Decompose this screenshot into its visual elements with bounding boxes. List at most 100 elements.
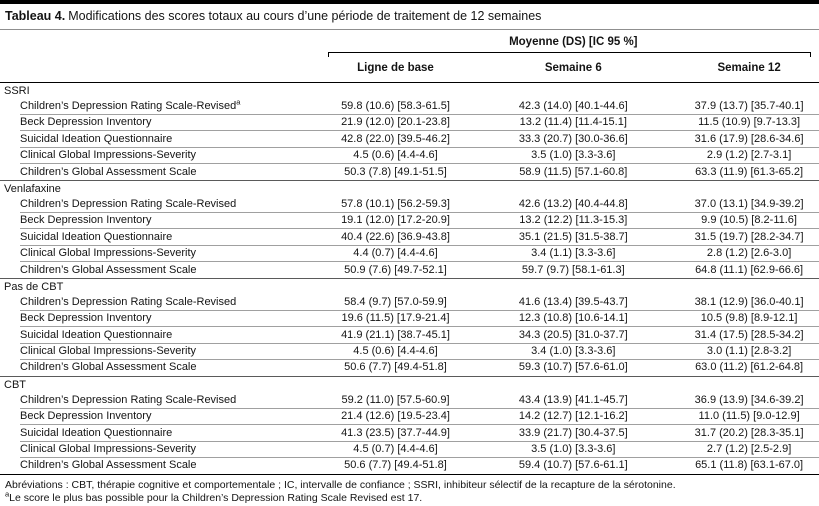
- row-label-text: Suicidal Ideation Questionnaire: [20, 132, 173, 145]
- cell-value: 59.7 (9.7) [58.1-61.3]: [521, 263, 625, 276]
- cell-value: 3.5 (1.0) [3.3-3.6]: [531, 443, 616, 456]
- table-row: Suicidal Ideation Questionnaire 42.8 (22.…: [0, 130, 819, 147]
- row-label: Clinical Global Impressions-Severity: [0, 343, 328, 359]
- table-row: Clinical Global Impressions-Severity 4.5 …: [0, 146, 819, 163]
- cell-value: 31.5 (19.7) [28.2-34.7]: [694, 230, 804, 243]
- cell-value: 59.2 (11.0) [57.5-60.9]: [341, 393, 450, 406]
- row-label: Children’s Depression Rating Scale-Revis…: [0, 98, 328, 114]
- row-label-text: Children’s Depression Rating Scale-Revis…: [20, 393, 237, 406]
- cell-value: 3.0 (1.1) [2.8-3.2]: [706, 345, 792, 358]
- spanner-header: Moyenne (DS) [IC 95 %]: [509, 36, 638, 48]
- row-label-text: Suicidal Ideation Questionnaire: [20, 230, 173, 243]
- column-headers: Ligne de base Semaine 6 Semaine 12: [0, 57, 819, 82]
- cell-value: 31.7 (20.2) [28.3-35.1]: [694, 426, 804, 439]
- cell-value: 34.3 (20.5) [31.0-37.7]: [518, 328, 628, 341]
- table-row: Clinical Global Impressions-Severity 4.4 …: [0, 244, 819, 261]
- cell-value: 59.3 (10.7) [57.6-61.0]: [518, 361, 628, 374]
- cell-value: 33.9 (21.7) [30.4-37.5]: [518, 426, 628, 439]
- cell-value: 35.1 (21.5) [31.5-38.7]: [518, 230, 628, 243]
- row-label-text: Children’s Global Assessment Scale: [20, 361, 197, 374]
- table-row: Clinical Global Impressions-Severity 4.5 …: [0, 342, 819, 359]
- cell-value: 43.4 (13.9) [41.1-45.7]: [518, 393, 628, 406]
- row-label: Children’s Depression Rating Scale-Revis…: [0, 392, 328, 408]
- row-label: Suicidal Ideation Questionnaire: [0, 131, 328, 147]
- cell-value: 21.9 (12.0) [20.1-23.8]: [341, 116, 450, 129]
- cell-value: 64.8 (11.1) [62.9-66.6]: [695, 263, 804, 276]
- table-row: Suicidal Ideation Questionnaire 40.4 (22.…: [0, 228, 819, 245]
- cell-value: 21.4 (12.6) [19.5-23.4]: [341, 410, 450, 423]
- cell-value: 38.1 (12.9) [36.0-40.1]: [694, 295, 804, 308]
- cell-value: 9.9 (10.5) [8.2-11.6]: [701, 214, 797, 227]
- score-footnote-text: Le score le plus bas possible pour la Ch…: [9, 492, 423, 505]
- cell-value: 41.9 (21.1) [38.7-45.1]: [341, 328, 450, 341]
- section-ssri: SSRI Children’s Depression Rating Scale-R…: [0, 83, 819, 180]
- cell-value: 12.3 (10.8) [10.6-14.1]: [518, 312, 628, 325]
- cell-value: 63.0 (11.2) [61.2-64.8]: [695, 361, 804, 374]
- row-label: Suicidal Ideation Questionnaire: [0, 327, 328, 343]
- cell-value: 4.5 (0.6) [4.4-4.6]: [353, 149, 438, 162]
- row-label-text: Clinical Global Impressions-Severity: [20, 345, 197, 358]
- table-body: SSRI Children’s Depression Rating Scale-R…: [0, 83, 819, 474]
- table-row: Children’s Depression Rating Scale-Revis…: [0, 98, 819, 114]
- cell-value: 4.4 (0.7) [4.4-4.6]: [353, 247, 438, 260]
- cell-value: 37.0 (13.1) [34.9-39.2]: [694, 197, 804, 210]
- cell-value: 50.6 (7.7) [49.4-51.8]: [344, 361, 447, 374]
- section-cbt: CBT Children’s Depression Rating Scale-Re…: [0, 375, 819, 474]
- section-venlafaxine: Venlafaxine Children’s Depression Rating …: [0, 179, 819, 278]
- row-label: Clinical Global Impressions-Severity: [0, 147, 328, 163]
- cell-value: 50.6 (7.7) [49.4-51.8]: [344, 459, 447, 472]
- row-label: Children’s Depression Rating Scale-Revis…: [0, 196, 328, 212]
- table-row: Clinical Global Impressions-Severity 4.5 …: [0, 440, 819, 457]
- row-label-text: Beck Depression Inventory: [20, 312, 152, 325]
- table-title: Tableau 4. Modifications des scores totau…: [0, 4, 819, 30]
- cell-value: 65.1 (11.8) [63.1-67.0]: [695, 459, 804, 472]
- row-label: Beck Depression Inventory: [0, 310, 328, 326]
- cell-value: 59.4 (10.7) [57.6-61.1]: [518, 459, 628, 472]
- cell-value: 2.7 (1.2) [2.5-2.9]: [706, 443, 792, 456]
- label-column-spacer: [0, 62, 328, 75]
- table-row: Suicidal Ideation Questionnaire 41.9 (21.…: [0, 326, 819, 343]
- footnote-marker: a: [5, 492, 10, 499]
- row-label: Children’s Global Assessment Scale: [0, 359, 328, 375]
- table-row: Children’s Global Assessment Scale 50.6 (…: [0, 358, 819, 375]
- cell-value: 11.0 (11.5) [9.0-12.9]: [698, 410, 800, 423]
- cell-value: 3.5 (1.0) [3.3-3.6]: [531, 149, 616, 162]
- table-caption: Modifications des scores totaux au cours…: [68, 9, 542, 23]
- row-label: Suicidal Ideation Questionnaire: [0, 229, 328, 245]
- table-row: Children’s Depression Rating Scale-Revis…: [0, 294, 819, 310]
- cell-value: 19.6 (11.5) [17.9-21.4]: [341, 312, 450, 325]
- cell-value: 42.8 (22.0) [39.5-46.2]: [341, 132, 450, 145]
- row-label: Children’s Depression Rating Scale-Revis…: [0, 294, 328, 310]
- row-label: Children’s Global Assessment Scale: [0, 164, 328, 180]
- score-footnote: aLe score le plus bas possible pour la C…: [5, 492, 813, 506]
- cell-value: 63.3 (11.9) [61.3-65.2]: [695, 165, 804, 178]
- cell-value: 33.3 (20.7) [30.0-36.6]: [518, 132, 628, 145]
- row-label-text: Children’s Global Assessment Scale: [20, 263, 197, 276]
- cell-value: 2.9 (1.2) [2.7-3.1]: [706, 149, 792, 162]
- cell-value: 14.2 (12.7) [12.1-16.2]: [518, 410, 628, 423]
- column-header-semaine-12: Semaine 12: [717, 62, 781, 74]
- row-label-text: Beck Depression Inventory: [20, 116, 152, 129]
- row-label-text: Beck Depression Inventory: [20, 410, 152, 423]
- cell-value: 36.9 (13.9) [34.6-39.2]: [694, 393, 804, 406]
- column-header-ligne-de-base: Ligne de base: [357, 62, 434, 74]
- row-label: Beck Depression Inventory: [0, 212, 328, 228]
- table-row: Beck Depression Inventory 21.9 (12.0) [20…: [0, 113, 819, 130]
- cell-value: 40.4 (22.6) [36.9-43.8]: [341, 230, 450, 243]
- table-row: Children’s Depression Rating Scale-Revis…: [0, 196, 819, 212]
- table-row: Beck Depression Inventory 21.4 (12.6) [19…: [0, 407, 819, 424]
- table-row: Suicidal Ideation Questionnaire 41.3 (23.…: [0, 424, 819, 441]
- table-number: Tableau 4.: [5, 9, 66, 23]
- cell-value: 31.6 (17.9) [28.6-34.6]: [694, 132, 804, 145]
- row-label-text: Suicidal Ideation Questionnaire: [20, 328, 173, 341]
- spanner-bracket: [327, 52, 811, 57]
- table-row: Children’s Global Assessment Scale 50.6 (…: [0, 456, 819, 473]
- cell-value: 13.2 (12.2) [11.3-15.3]: [519, 214, 628, 227]
- table-row: Children’s Depression Rating Scale-Revis…: [0, 392, 819, 408]
- row-label: Clinical Global Impressions-Severity: [0, 245, 328, 261]
- row-label-text: Clinical Global Impressions-Severity: [20, 247, 197, 260]
- footnotes: Abréviations : CBT, thérapie cognitive e…: [0, 473, 819, 506]
- row-label-text: Beck Depression Inventory: [20, 214, 152, 227]
- abbreviations-footnote: Abréviations : CBT, thérapie cognitive e…: [5, 478, 676, 491]
